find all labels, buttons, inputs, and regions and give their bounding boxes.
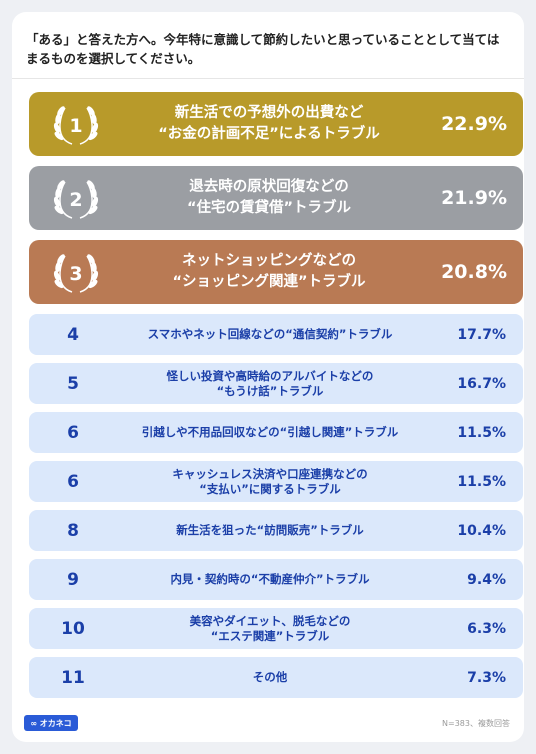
bar-label: 新生活での予想外の出費など “お金の計画不足”によるトラブル: [158, 105, 380, 142]
rank-number: 10: [61, 618, 85, 639]
svg-text:3: 3: [69, 263, 82, 285]
bar-value: 17.7%: [457, 326, 506, 343]
bar-label: その他: [252, 670, 288, 684]
bar-value: 21.9%: [441, 187, 507, 209]
bar-value: 7.3%: [467, 669, 506, 686]
sample-note: N=383、複数回答: [442, 719, 510, 728]
bar-label: スマホやネット回線などの“通信契約”トラブル: [147, 327, 393, 341]
ranking-row-8: 8 新生活を狙った“訪問販売”トラブル 10.4%: [29, 510, 523, 551]
okaneko-logo: ∞ オカネコ: [24, 715, 78, 731]
bar-label: 新生活を狙った“訪問販売”トラブル: [176, 523, 364, 537]
bar-label: 怪しい投資や高時給のアルバイトなどの “もうけ話”トラブル: [166, 368, 374, 398]
ranking-row-4: 4 スマホやネット回線などの“通信契約”トラブル 17.7%: [29, 314, 523, 355]
rank-number: 6: [67, 471, 79, 492]
ranking-row-7: 6 キャッシュレス決済や口座連携などの “支払い”に関するトラブル 11.5%: [29, 461, 523, 502]
bar-value: 10.4%: [457, 522, 506, 539]
ranking-row-1: 1 新生活での予想外の出費など “お金の計画不足”によるトラブル 22.9%: [29, 92, 523, 156]
ranking-row-5: 5 怪しい投資や高時給のアルバイトなどの “もうけ話”トラブル 16.7%: [29, 363, 523, 404]
ranking-row-10: 10 美容やダイエット、脱毛などの “エステ関連”トラブル 6.3%: [29, 608, 523, 649]
laurel-rank-icon: 3: [53, 254, 99, 293]
ranking-row-3: 3 ネットショッピングなどの “ショッピング関連”トラブル 20.8%: [29, 240, 523, 304]
bar-value: 6.3%: [467, 620, 506, 637]
svg-text:1: 1: [69, 115, 82, 137]
rank-number: 8: [67, 520, 79, 541]
rank-number: 4: [67, 324, 79, 345]
bar-value: 22.9%: [441, 113, 507, 135]
bar-label: 退去時の原状回復などの “住宅の賃貸借”トラブル: [186, 179, 352, 216]
bar-value: 16.7%: [457, 375, 506, 392]
laurel-rank-icon: 1: [53, 106, 99, 145]
ranking-row-9: 9 内見・契約時の“不動産仲介”トラブル 9.4%: [29, 559, 523, 600]
bar-value: 11.5%: [457, 473, 506, 490]
bar-value: 20.8%: [441, 261, 507, 283]
bar-value: 9.4%: [467, 571, 506, 588]
laurel-rank-icon: 2: [53, 180, 99, 219]
rank-number: 5: [67, 373, 79, 394]
question-text: 「ある」と答えた方へ。今年特に意識して節約したいと思っていることとして当てはまる…: [26, 32, 500, 66]
bar-label: ネットショッピングなどの “ショッピング関連”トラブル: [172, 253, 366, 290]
svg-text:2: 2: [69, 189, 82, 211]
bar-label: 美容やダイエット、脱毛などの “エステ関連”トラブル: [189, 613, 351, 643]
bar-label: 引越しや不用品回収などの“引越し関連”トラブル: [141, 425, 399, 439]
rank-number: 6: [67, 422, 79, 443]
bar-label: 内見・契約時の“不動産仲介”トラブル: [170, 572, 370, 586]
question-divider: [12, 78, 524, 79]
ranking-row-2: 2 退去時の原状回復などの “住宅の賃貸借”トラブル 21.9%: [29, 166, 523, 230]
survey-card: 「ある」と答えた方へ。今年特に意識して節約したいと思っていることとして当てはまる…: [12, 12, 524, 742]
bar-label: キャッシュレス決済や口座連携などの “支払い”に関するトラブル: [172, 466, 368, 496]
bar-value: 11.5%: [457, 424, 506, 441]
ranking-row-6: 6 引越しや不用品回収などの“引越し関連”トラブル 11.5%: [29, 412, 523, 453]
rank-number: 11: [61, 667, 85, 688]
ranking-row-11: 11 その他 7.3%: [29, 657, 523, 698]
rank-number: 9: [67, 569, 79, 590]
